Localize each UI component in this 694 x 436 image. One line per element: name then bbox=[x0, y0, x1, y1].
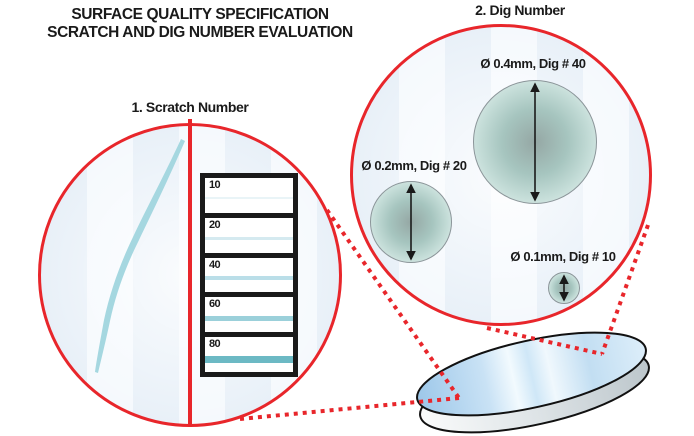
dig-spot-40 bbox=[473, 80, 597, 204]
scratch-row-10: 10 bbox=[205, 178, 293, 213]
page-title: SURFACE QUALITY SPECIFICATION SCRATCH AN… bbox=[18, 6, 382, 41]
dig-section-label: 2. Dig Number bbox=[475, 2, 565, 18]
scratch-section-label: 1. Scratch Number bbox=[131, 99, 249, 115]
scratch-row-80: 80 bbox=[205, 337, 293, 372]
scratch-value: 10 bbox=[209, 179, 221, 191]
scratch-sample-line bbox=[205, 236, 293, 240]
scratch-value: 40 bbox=[209, 258, 221, 271]
scratch-value: 60 bbox=[209, 298, 221, 311]
scratch-sample-line bbox=[205, 355, 293, 363]
scratch-row-40: 40 bbox=[205, 257, 293, 293]
scratch-sample-line bbox=[205, 316, 293, 322]
dig-label-20: Ø 0.2mm, Dig # 20 bbox=[361, 158, 467, 173]
dig-label-10: Ø 0.1mm, Dig # 10 bbox=[510, 249, 616, 264]
dig-spot-10 bbox=[548, 272, 580, 304]
dig-callout-line-left bbox=[486, 326, 603, 356]
scratch-value: 20 bbox=[209, 218, 221, 231]
scratch-sample-line bbox=[205, 276, 293, 281]
scratch-number-table: 10 20 40 60 80 bbox=[200, 173, 298, 377]
page-title-line2: SCRATCH AND DIG NUMBER EVALUATION bbox=[47, 23, 353, 41]
dig-spot-20 bbox=[370, 181, 452, 263]
page-title-line1: SURFACE QUALITY SPECIFICATION bbox=[71, 6, 329, 23]
scratch-circle-divider bbox=[188, 119, 192, 427]
scratch-value: 80 bbox=[209, 338, 221, 351]
scratch-sample-line bbox=[205, 196, 293, 199]
scratch-row-60: 60 bbox=[205, 297, 293, 333]
dig-label-40: Ø 0.4mm, Dig # 40 bbox=[480, 56, 586, 71]
lens-top-face bbox=[416, 331, 647, 417]
optical-lens bbox=[416, 331, 650, 434]
scratch-row-20: 20 bbox=[205, 217, 293, 253]
lens-side-face bbox=[419, 348, 650, 434]
